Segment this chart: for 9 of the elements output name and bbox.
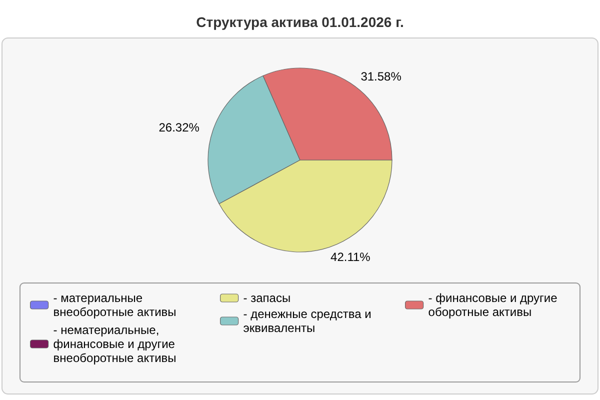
data-label: 42.11% bbox=[330, 250, 371, 264]
data-label: 26.32% bbox=[158, 120, 200, 135]
legend-label: - нематериальные, финансовые и другие внеоборотные активы bbox=[53, 323, 178, 365]
legend-label: - денежные средства и эквиваленты bbox=[243, 307, 375, 335]
legend-label: - финансовые и другие оборотные активы bbox=[428, 291, 561, 319]
chart-title: Структура актива 01.01.2026 г. bbox=[196, 14, 404, 30]
data-label: 31.58% bbox=[360, 69, 402, 84]
legend-label: - материальные внеоборотные активы bbox=[53, 291, 176, 319]
legend-label: - запасы bbox=[243, 291, 291, 305]
